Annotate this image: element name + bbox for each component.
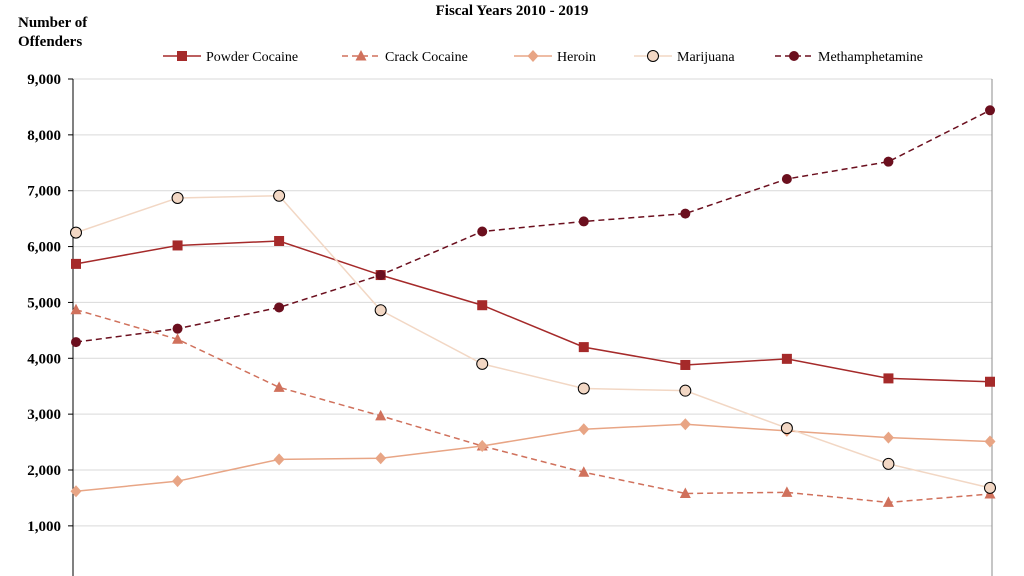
data-point-methamphetamine <box>985 105 995 116</box>
data-point-powder-cocaine <box>71 258 81 269</box>
y-axis-label-line-2: Offenders <box>18 34 83 50</box>
y-axis-label-line-1: Number of <box>18 15 88 31</box>
data-point-powder-cocaine <box>578 342 589 353</box>
series-lines <box>75 109 991 504</box>
data-point-methamphetamine <box>883 156 894 167</box>
data-point-marijuana <box>882 457 895 470</box>
gridlines <box>73 78 992 527</box>
y-axis-ticks: 1,000 2,000 3,000 4,000 5,000 6,000 7,000 8,000… <box>27 72 73 535</box>
data-point-methamphetamine <box>781 173 792 184</box>
data-point-heroin <box>476 439 488 452</box>
y-tick-label: 1,000 <box>27 519 61 535</box>
data-point-marijuana <box>70 226 82 239</box>
data-point-marijuana <box>171 191 184 204</box>
legend-label-crack-cocaine: Crack Cocaine <box>385 50 468 65</box>
legend: Powder Cocaine Crack Cocaine Heroin Marijua… <box>163 50 923 65</box>
data-point-heroin <box>578 423 590 436</box>
data-point-powder-cocaine <box>274 235 285 246</box>
data-point-powder-cocaine <box>477 300 488 311</box>
data-point-powder-cocaine <box>781 353 792 364</box>
chart-title: Fiscal Years 2010 - 2019 <box>435 3 589 19</box>
data-point-methamphetamine <box>578 216 589 227</box>
data-point-marijuana <box>476 357 489 370</box>
series-line-methamphetamine <box>75 109 991 343</box>
legend-marker-methamphetamine <box>789 51 799 61</box>
data-point-heroin <box>70 485 82 498</box>
data-point-methamphetamine <box>274 302 285 313</box>
data-point-marijuana <box>374 304 387 317</box>
data-point-powder-cocaine <box>172 240 183 251</box>
data-point-marijuana <box>780 422 793 435</box>
data-point-heroin <box>172 475 184 488</box>
data-point-crack-cocaine <box>70 303 82 315</box>
series-line-heroin <box>75 423 991 492</box>
y-tick-label: 2,000 <box>27 463 61 479</box>
data-point-methamphetamine <box>71 337 81 348</box>
data-point-crack-cocaine <box>273 381 285 392</box>
data-point-methamphetamine <box>680 208 691 219</box>
legend-marker-powder-cocaine <box>177 51 187 61</box>
y-tick-label: 3,000 <box>27 407 61 423</box>
data-point-crack-cocaine <box>781 486 793 497</box>
legend-label-methamphetamine: Methamphetamine <box>818 50 923 65</box>
data-point-crack-cocaine <box>578 466 590 477</box>
data-point-marijuana <box>984 481 996 494</box>
data-point-marijuana <box>577 382 590 395</box>
y-tick-label: 7,000 <box>27 184 61 200</box>
legend-label-heroin: Heroin <box>557 50 596 65</box>
data-point-crack-cocaine <box>375 409 387 421</box>
data-point-crack-cocaine <box>172 333 184 344</box>
data-point-marijuana <box>273 189 286 202</box>
data-point-powder-cocaine <box>680 359 691 370</box>
data-point-methamphetamine <box>477 226 488 237</box>
data-point-heroin <box>679 418 691 431</box>
legend-label-marijuana: Marijuana <box>677 50 735 65</box>
data-point-powder-cocaine <box>883 373 894 384</box>
data-point-heroin <box>375 452 387 465</box>
series-line-marijuana <box>75 194 991 489</box>
series-line-powder-cocaine <box>75 240 991 383</box>
legend-label-powder-cocaine: Powder Cocaine <box>206 50 298 65</box>
legend-marker-crack-cocaine <box>355 50 367 61</box>
y-tick-label: 4,000 <box>27 351 61 367</box>
data-point-crack-cocaine <box>882 496 894 507</box>
series-line-crack-cocaine <box>75 308 991 504</box>
series-markers <box>70 105 996 507</box>
data-point-methamphetamine <box>172 323 183 334</box>
y-tick-label: 5,000 <box>27 295 61 311</box>
data-point-heroin <box>984 435 996 448</box>
axes <box>72 79 993 576</box>
data-point-powder-cocaine <box>985 376 995 387</box>
y-axis-label: Number of Offenders <box>18 14 87 52</box>
legend-marker-heroin <box>527 50 539 62</box>
data-point-heroin <box>273 453 285 466</box>
data-point-marijuana <box>679 384 692 397</box>
data-point-heroin <box>882 431 894 444</box>
data-point-crack-cocaine <box>679 487 691 498</box>
y-tick-label: 8,000 <box>27 128 61 144</box>
data-point-methamphetamine <box>375 270 386 281</box>
y-tick-label: 9,000 <box>27 72 61 88</box>
legend-marker-marijuana <box>647 50 659 62</box>
y-tick-label: 6,000 <box>27 240 61 256</box>
